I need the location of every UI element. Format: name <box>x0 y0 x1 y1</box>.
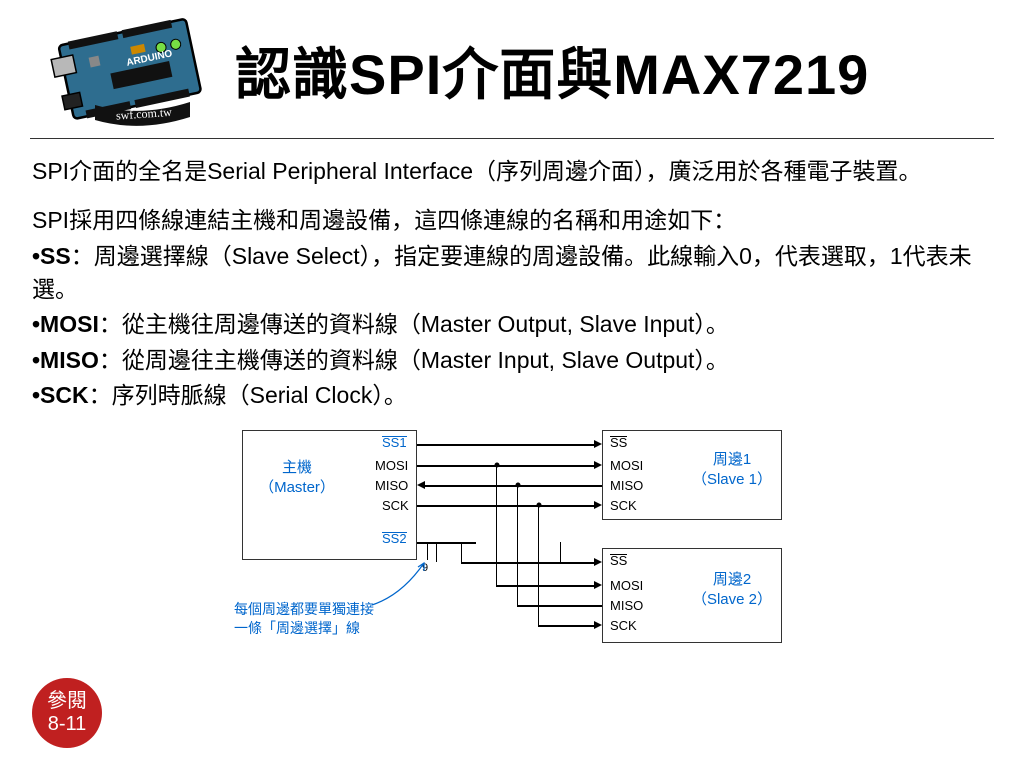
wire-miso-b <box>517 605 602 606</box>
term-sck: •SCK <box>32 382 89 408</box>
pin-miso-s2: MISO <box>610 598 643 613</box>
bullet-ss: •SS：周邊選擇線（Slave Select），指定要連線的周邊設備。此線輸入0… <box>32 240 992 307</box>
pin-ss-s2: SS <box>610 554 627 568</box>
wire-ss1 <box>417 444 595 445</box>
text-sck: ：序列時脈線（Serial Clock）。 <box>89 382 407 408</box>
text-ss: ：周邊選擇線（Slave Select），指定要連線的周邊設備。此線輸入0，代表… <box>32 243 972 302</box>
slave2-label-line2: （Slave 2） <box>690 590 774 610</box>
wire-ss2-h1 <box>417 542 462 543</box>
arrow-sck1 <box>594 501 602 509</box>
master-label: 主機 （Master） <box>257 458 337 497</box>
pin-ss2: SS2 <box>382 532 407 546</box>
bullet-mosi: •MOSI：從主機往周邊傳送的資料線（Master Output, Slave … <box>32 308 992 341</box>
wire-ss2-vmain <box>461 542 462 562</box>
note-line1: 每個周邊都要單獨連接 <box>234 600 374 618</box>
pin-mosi-s2: MOSI <box>610 578 643 593</box>
term-miso: •MISO <box>32 347 99 373</box>
spi-diagram: 主機 （Master） SS1 MOSI MISO SCK SS2 9 周邊1 … <box>202 430 822 660</box>
master-label-line2: （Master） <box>257 478 337 498</box>
slave2-label-line1: 周邊2 <box>690 570 774 590</box>
arrow-ss2 <box>594 558 602 566</box>
ref-line1: 參閱 <box>47 690 87 713</box>
slave1-label: 周邊1 （Slave 1） <box>690 450 774 489</box>
pin-ss1: SS1 <box>382 436 407 450</box>
arrow-ss1 <box>594 440 602 448</box>
wire-ss2-h2 <box>461 562 595 563</box>
pin-ss-s1: SS <box>610 436 627 450</box>
term-mosi: •MOSI <box>32 311 99 337</box>
divider <box>30 138 994 139</box>
wire-miso-v <box>517 485 518 605</box>
reference-badge: 參閱 8-11 <box>32 678 102 748</box>
arrow-mosi2 <box>594 581 602 589</box>
pin-sck-s2: SCK <box>610 618 637 633</box>
text-miso: ：從周邊往主機傳送的資料線（Master Input, Slave Output… <box>99 347 729 373</box>
wire-mosi-v <box>496 465 497 585</box>
term-ss: •SS <box>32 243 71 269</box>
slave1-label-line2: （Slave 1） <box>690 470 774 490</box>
pin-miso-m: MISO <box>375 478 408 493</box>
note-line2: 一條「周邊選擇」線 <box>234 619 374 637</box>
pin-miso-s1: MISO <box>610 478 643 493</box>
intro-paragraph: SPI介面的全名是Serial Peripheral Interface（序列周… <box>32 155 992 188</box>
pin-mosi-m: MOSI <box>375 458 408 473</box>
pin-sck-s1: SCK <box>610 498 637 513</box>
wire-mosi-a <box>417 465 595 466</box>
bullet-sck: •SCK：序列時脈線（Serial Clock）。 <box>32 379 992 412</box>
body-text: SPI介面的全名是Serial Peripheral Interface（序列周… <box>0 155 1024 412</box>
wire-mosi-b <box>496 585 595 586</box>
pin-mosi-s1: MOSI <box>610 458 643 473</box>
wire-sck-a <box>417 505 595 506</box>
slave2-label: 周邊2 （Slave 2） <box>690 570 774 609</box>
wire-ss2-v2 <box>560 542 561 562</box>
arduino-logo: ARDUINO swf.com.tw <box>40 10 215 130</box>
wire-miso-a <box>425 485 602 486</box>
arrow-mosi1 <box>594 461 602 469</box>
wire-sck-v <box>538 505 539 625</box>
arrow-sck2 <box>594 621 602 629</box>
arrow-miso1 <box>417 481 425 489</box>
text-mosi: ：從主機往周邊傳送的資料線（Master Output, Slave Input… <box>99 311 729 337</box>
page-title: 認識SPI介面與MAX7219 <box>235 30 869 111</box>
header: ARDUINO swf.com.tw 認識SPI介面與MAX7219 <box>0 0 1024 130</box>
slave1-label-line1: 周邊1 <box>690 450 774 470</box>
list-intro: SPI採用四條線連結主機和周邊設備，這四條連線的名稱和用途如下： <box>32 204 992 237</box>
wire-sck-b <box>538 625 595 626</box>
master-label-line1: 主機 <box>257 458 337 478</box>
pin-sck-m: SCK <box>382 498 409 513</box>
diagram-note: 每個周邊都要單獨連接 一條「周邊選擇」線 <box>234 600 374 636</box>
ref-line2: 8-11 <box>48 713 87 736</box>
bullet-miso: •MISO：從周邊往主機傳送的資料線（Master Input, Slave O… <box>32 344 992 377</box>
